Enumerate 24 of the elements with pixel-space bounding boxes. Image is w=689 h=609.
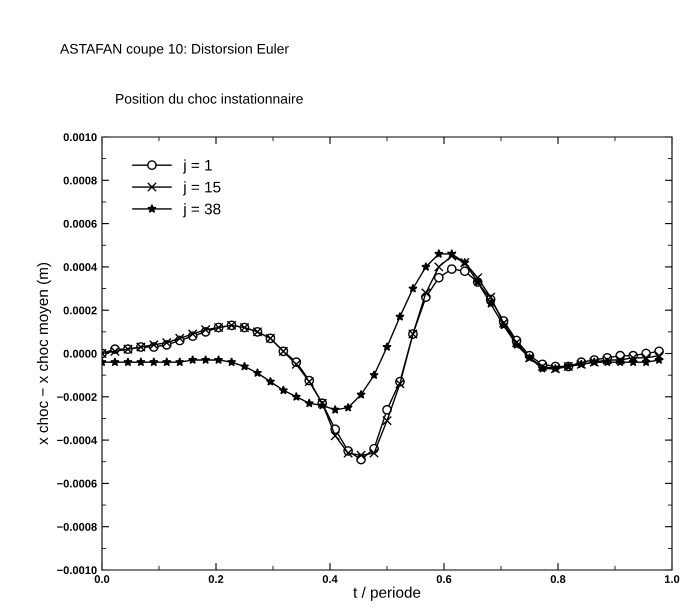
- y-tick-label: −0.0002: [57, 393, 97, 401]
- y-tick-label: −0.0004: [57, 436, 98, 444]
- y-tick-label: −0.0008: [57, 522, 97, 531]
- x-tick-label: 0.8: [550, 575, 566, 584]
- x-tick-label: 0.6: [436, 575, 452, 584]
- y-tick-label: 0.0010: [64, 133, 97, 142]
- chart-title: ASTAFAN coupe 10: Distorsion Euler: [60, 44, 289, 56]
- y-tick-label: 0.0008: [64, 176, 97, 184]
- chart-subtitle: Position du choc instationnaire: [116, 94, 303, 104]
- x-tick-label: 1.0: [664, 575, 680, 584]
- x-tick-label: 0.4: [322, 575, 338, 584]
- y-tick-label: 0.0006: [64, 220, 97, 228]
- legend-label: j = 15: [182, 181, 220, 196]
- y-tick-label: 0.0000: [64, 350, 97, 358]
- x-axis-title: t / periode: [353, 586, 420, 601]
- y-tick-label: 0.0004: [64, 263, 98, 272]
- x-tick-label: 0.0: [94, 575, 110, 584]
- x-tick-label: 0.2: [208, 575, 224, 584]
- legend-label: j = 1: [182, 159, 212, 174]
- y-axis-title: x choc − x choc moyen (m): [36, 262, 52, 445]
- y-tick-label: 0.0002: [64, 306, 97, 314]
- y-tick-label: −0.0010: [57, 566, 97, 574]
- y-tick-label: −0.0006: [57, 480, 97, 488]
- legend-label: j = 38: [182, 203, 220, 218]
